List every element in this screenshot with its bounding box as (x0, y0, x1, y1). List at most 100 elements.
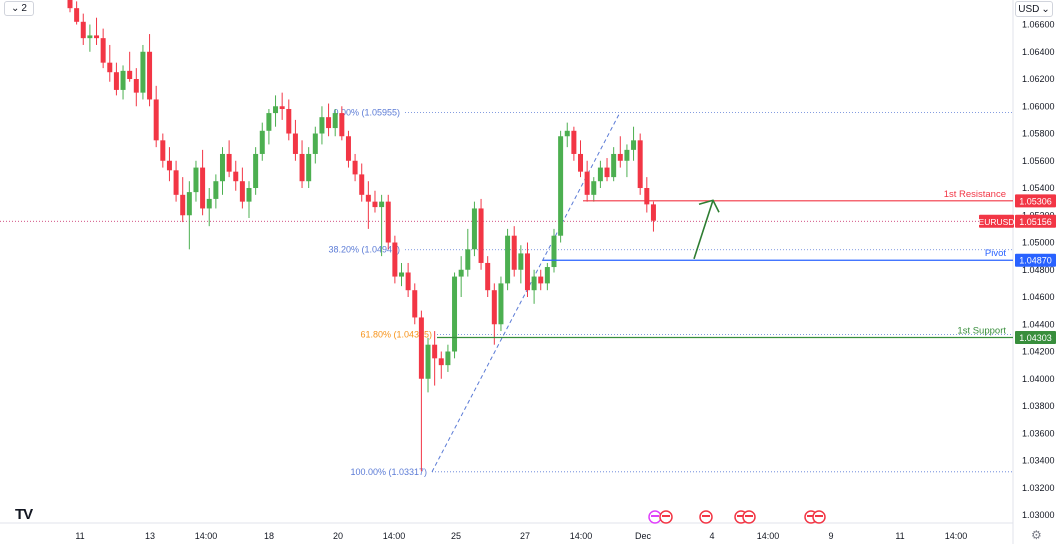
candle-body (133, 79, 139, 93)
candle-body (279, 106, 285, 109)
candle-body (306, 153, 312, 182)
candle-body (385, 201, 391, 243)
candle-body (312, 133, 318, 154)
x-tick-label: 9 (828, 531, 833, 541)
candle-body (286, 108, 292, 134)
candle-body (558, 136, 564, 236)
support-resistance-levels: 1st Resistance 1.05306 Pivot 1.04870 1st Sup… (437, 189, 1056, 344)
candle-body (319, 117, 325, 134)
candle-body (498, 283, 504, 325)
candle-body (465, 249, 471, 270)
candle-body (359, 174, 365, 195)
x-tick-label: 4 (709, 531, 714, 541)
candle-body (624, 149, 630, 161)
y-tick-label: 1.06200 (1022, 74, 1055, 84)
y-axis: 1.03000 1.03200 1.03400 1.03600 1.03800 1.040… (1022, 20, 1055, 520)
y-tick-label: 1.04200 (1022, 347, 1055, 357)
candle-body (100, 38, 106, 63)
candle-body (491, 290, 497, 325)
current-price-value: 1.05156 (1019, 217, 1052, 227)
candle-body (405, 272, 411, 291)
x-tick-label: 13 (145, 531, 155, 541)
y-tick-label: 1.06600 (1022, 20, 1055, 30)
candle-body (524, 253, 530, 291)
candle-body (246, 188, 252, 202)
candle-body (485, 262, 491, 291)
y-tick-label: 1.04600 (1022, 292, 1055, 302)
candle-body (617, 153, 623, 161)
y-tick-label: 1.06000 (1022, 101, 1055, 111)
candle-body (604, 167, 610, 178)
candle-body (180, 194, 186, 216)
candles (67, 0, 656, 472)
candle-body (544, 267, 550, 284)
y-tick-label: 1.06400 (1022, 47, 1055, 57)
y-tick-label: 1.04800 (1022, 265, 1055, 275)
candle-body (578, 153, 584, 172)
candle-body (186, 192, 192, 216)
y-tick-label: 1.03600 (1022, 428, 1055, 438)
x-tick-label: 11 (895, 531, 904, 541)
candle-body (584, 171, 590, 195)
candle-body (253, 153, 259, 189)
candle-body (326, 117, 332, 129)
y-tick-label: 1.05000 (1022, 238, 1055, 248)
candle-body (631, 140, 637, 150)
candle-body (74, 8, 80, 22)
y-tick-label: 1.04000 (1022, 374, 1055, 384)
candle-body (352, 160, 358, 175)
y-tick-label: 1.03400 (1022, 456, 1055, 466)
candle-body (166, 160, 172, 171)
y-tick-label: 1.04400 (1022, 319, 1055, 329)
currency-selector[interactable]: USD ⌄ (1015, 1, 1053, 17)
candle-body (379, 201, 385, 208)
candle-body (345, 136, 351, 161)
level-label: 1st Support (957, 325, 1006, 336)
candle-body (173, 170, 179, 195)
candle-body (418, 317, 424, 379)
candle-body (505, 235, 511, 284)
candle-body (87, 35, 93, 39)
candle-body (80, 21, 86, 39)
candle-body (147, 51, 153, 100)
candle-body (518, 253, 524, 270)
candle-body (425, 344, 431, 379)
candle-body (292, 133, 298, 154)
symbol-tag (979, 214, 1014, 228)
level-price-value: 1.05306 (1019, 196, 1052, 206)
settings-gear-icon[interactable]: ⚙ (1031, 528, 1042, 542)
candle-body (67, 0, 73, 9)
symbol-label: EURUSD (979, 217, 1015, 227)
candle-body (650, 204, 656, 221)
candle-body (597, 167, 603, 182)
candle-body (432, 344, 438, 359)
projection-arrow (693, 200, 714, 260)
candle-body (200, 167, 206, 209)
chevron-down-icon: ⌄ (1041, 3, 1050, 15)
candle-body (399, 272, 404, 277)
fibonacci-retracement: 0.00% (1.05955) 38.20% (1.04947) 61.80% (1… (328, 107, 1013, 477)
candle-body (332, 113, 338, 129)
candle-body (239, 181, 245, 202)
currency-label: USD (1018, 3, 1040, 15)
candle-body (531, 276, 537, 291)
interval-selector[interactable]: ⌄ 2 (4, 1, 34, 16)
level-price-tag (1015, 253, 1056, 267)
candle-body (591, 181, 597, 195)
candle-body (153, 99, 159, 141)
candle-body (412, 290, 418, 318)
candle-body (107, 62, 113, 73)
candle-body (538, 276, 544, 284)
y-tick-label: 1.03000 (1022, 510, 1055, 520)
x-tick-label: 14:00 (570, 531, 593, 541)
candle-body (571, 130, 577, 154)
candle-body (266, 113, 272, 131)
y-tick-label: 1.03800 (1022, 401, 1055, 411)
x-tick-label: 25 (451, 531, 461, 541)
candle-body (511, 235, 517, 270)
candle-body (140, 51, 146, 93)
x-tick-label: 14:00 (195, 531, 218, 541)
x-tick-label: 20 (333, 531, 343, 541)
x-tick-label: 14:00 (945, 531, 968, 541)
